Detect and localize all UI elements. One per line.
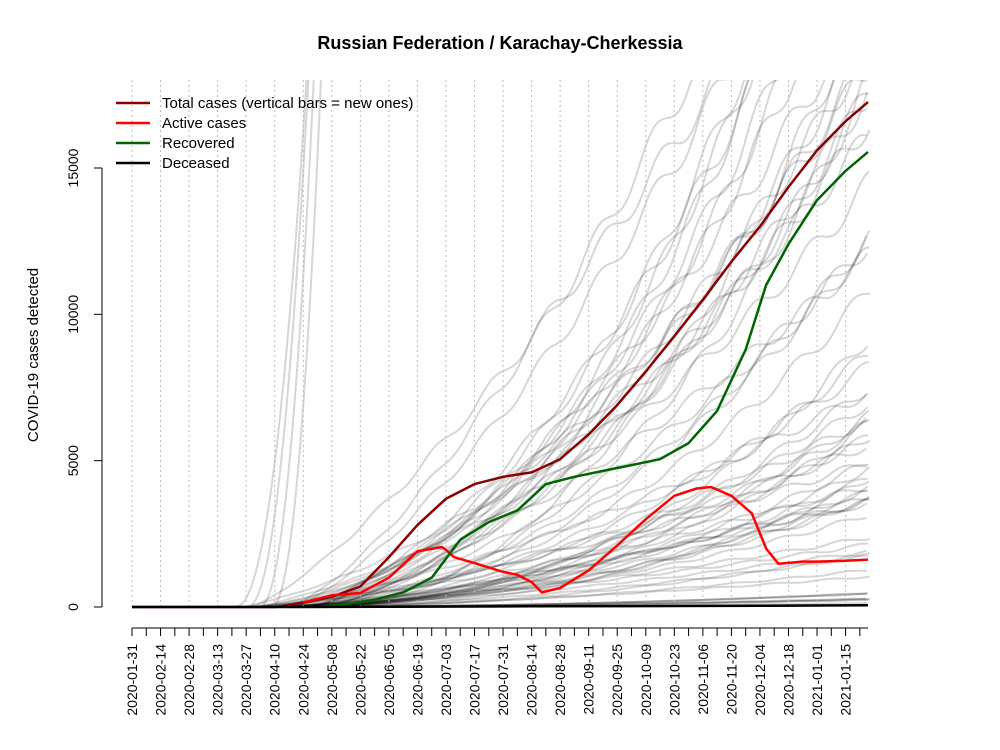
y-tick-label: 5000 <box>65 445 81 476</box>
legend-label: Total cases (vertical bars = new ones) <box>162 95 413 112</box>
x-tick-label: 2020-09-11 <box>581 644 597 715</box>
x-tick-label: 2020-02-28 <box>181 644 197 716</box>
chart-title: Russian Federation / Karachay-Cherkessia <box>317 33 683 53</box>
x-tick-label: 2020-06-19 <box>409 644 425 716</box>
y-tick-label: 10000 <box>65 295 81 334</box>
series-line <box>317 150 869 609</box>
background-curve <box>329 129 870 608</box>
legend: Total cases (vertical bars = new ones) Ac… <box>116 95 413 172</box>
background-curve <box>247 489 868 608</box>
background-curve <box>305 80 797 608</box>
x-tick-label: 2020-03-13 <box>210 644 226 716</box>
background-curve <box>319 345 869 608</box>
x-tick-label: 2020-10-09 <box>638 644 654 716</box>
x-tick-label: 2020-01-31 <box>124 644 140 716</box>
background-curve <box>280 92 869 608</box>
series-line <box>132 603 869 609</box>
background-curve <box>246 133 867 608</box>
background-curve <box>276 554 869 608</box>
background-curve <box>244 80 845 608</box>
background-curve <box>299 485 868 608</box>
background-curve <box>297 496 870 608</box>
background-curve <box>246 80 310 608</box>
background-curve <box>312 463 869 608</box>
x-tick-label: 2020-07-17 <box>467 644 483 716</box>
background-curve <box>292 360 870 608</box>
background-curve <box>290 549 867 608</box>
background-curve <box>321 552 870 608</box>
background-curve <box>258 417 867 608</box>
x-tick-label: 2020-12-18 <box>780 644 796 716</box>
y-tick-label: 15000 <box>65 148 81 187</box>
x-tick-label: 2020-09-25 <box>609 644 625 716</box>
background-curve <box>319 419 868 608</box>
background-curve <box>234 80 308 608</box>
background-curve <box>315 569 868 608</box>
background-region-lines <box>234 80 870 608</box>
y-axis-label: COVID-19 cases detected <box>25 268 42 442</box>
x-tick-label: 2020-04-10 <box>267 644 283 716</box>
background-curve <box>326 108 868 608</box>
x-tick-label: 2020-05-08 <box>324 644 340 716</box>
background-curve <box>277 419 870 608</box>
x-tick-label: 2020-10-23 <box>666 644 682 716</box>
background-curve <box>299 542 868 608</box>
background-curve <box>277 497 870 608</box>
legend-label: Recovered <box>162 135 235 152</box>
background-curve <box>305 575 870 608</box>
series-line <box>302 485 869 604</box>
series-line <box>132 101 869 609</box>
background-curve <box>324 80 853 608</box>
x-tick-label: 2020-04-24 <box>295 644 311 716</box>
background-curve <box>251 80 712 608</box>
background-curve <box>290 91 869 608</box>
background-curve <box>258 394 867 608</box>
x-tick-label: 2020-12-04 <box>752 644 768 716</box>
background-curve <box>319 355 868 608</box>
background-curve <box>305 498 870 608</box>
background-curve <box>284 480 870 608</box>
y-tick-label: 0 <box>65 603 81 611</box>
x-tick-label: 2020-05-22 <box>352 644 368 716</box>
x-tick-label: 2021-01-15 <box>838 644 854 716</box>
background-curve <box>289 80 693 608</box>
background-curve <box>307 392 869 608</box>
background-curve <box>326 80 835 608</box>
background-curve <box>281 466 870 608</box>
background-curve <box>256 170 870 608</box>
x-tick-label: 2020-08-14 <box>524 644 540 716</box>
x-tick-label: 2020-07-31 <box>495 644 511 716</box>
background-curve <box>309 246 870 608</box>
background-curve <box>296 230 870 608</box>
background-curve <box>290 80 826 608</box>
background-curve <box>294 447 868 608</box>
axes: 0 5000 10000 15000 2020-01-31 2020-02-14 2020-… <box>65 148 868 716</box>
background-curve <box>313 80 750 608</box>
series-lines <box>132 101 869 609</box>
x-tick-label: 2020-07-03 <box>438 644 454 716</box>
legend-label: Active cases <box>162 115 246 132</box>
legend-label: Deceased <box>162 155 230 172</box>
background-curve <box>321 80 777 608</box>
x-tick-label: 2020-02-14 <box>153 644 169 716</box>
x-tick-label: 2020-03-27 <box>238 644 254 716</box>
x-tick-label: 2020-11-06 <box>695 644 711 715</box>
x-tick-label: 2021-01-01 <box>809 644 825 716</box>
background-curve <box>319 80 746 608</box>
background-curve <box>285 439 870 608</box>
background-curve <box>270 80 322 608</box>
x-tick-label: 2020-11-20 <box>723 644 739 715</box>
background-curve <box>309 292 870 608</box>
background-curve <box>278 517 867 608</box>
x-tick-label: 2020-06-05 <box>381 644 397 716</box>
background-curve <box>258 80 315 608</box>
background-curve <box>296 80 730 608</box>
x-tick-label: 2020-08-28 <box>552 644 568 716</box>
